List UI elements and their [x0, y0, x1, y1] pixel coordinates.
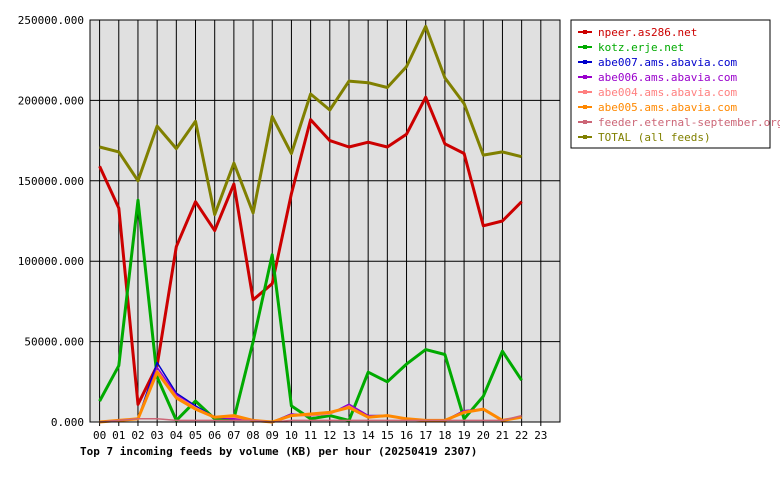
plot-background	[90, 20, 560, 422]
legend-label: abe006.ams.abavia.com	[598, 71, 737, 84]
x-tick-label: 09	[266, 429, 279, 442]
x-tick-label: 05	[189, 429, 202, 442]
legend-label: abe005.ams.abavia.com	[598, 101, 737, 114]
legend-label: abe004.ams.abavia.com	[598, 86, 737, 99]
series-line-6	[99, 414, 522, 423]
x-tick-label: 08	[246, 429, 259, 442]
legend-marker	[583, 45, 587, 49]
x-tick-label: 14	[362, 429, 376, 442]
x-tick-label: 20	[477, 429, 490, 442]
series-line-7	[99, 24, 522, 217]
x-tick-label: 02	[131, 429, 144, 442]
legend-marker	[583, 135, 587, 139]
x-tick-label: 13	[342, 429, 355, 442]
y-axis-ticks: 0.000 50000.000 100000.000 150000.000 200000…	[18, 14, 84, 429]
x-tick-label: 19	[457, 429, 470, 442]
series-line-0	[98, 95, 523, 406]
legend-box	[570, 19, 771, 149]
series-lines	[98, 24, 523, 424]
x-tick-label: 17	[419, 429, 432, 442]
legend-label: kotz.erje.net	[598, 41, 684, 54]
x-tick-label: 03	[151, 429, 164, 442]
y-tick-label: 250000.000	[18, 14, 84, 27]
x-tick-label: 10	[285, 429, 298, 442]
legend-label: feeder.eternal-september.org	[598, 116, 780, 129]
legend-marker	[583, 60, 587, 64]
y-tick-label: 150000.000	[18, 175, 84, 188]
series-line-1	[98, 198, 523, 422]
series-line-5	[99, 370, 522, 424]
x-tick-label: 15	[381, 429, 394, 442]
y-tick-label: 0.000	[51, 416, 84, 429]
legend-label: abe007.ams.abavia.com	[598, 56, 737, 69]
x-tick-label: 21	[496, 429, 509, 442]
x-tick-label: 07	[227, 429, 240, 442]
legend-label: TOTAL (all feeds)	[598, 131, 711, 144]
legend-marker	[583, 75, 587, 79]
y-tick-label: 200000.000	[18, 94, 84, 107]
x-tick-label: 12	[323, 429, 336, 442]
x-tick-label: 06	[208, 429, 221, 442]
legend-label: npeer.as286.net	[598, 26, 697, 39]
chart-title: Top 7 incoming feeds by volume (KB) per …	[80, 445, 477, 458]
x-tick-label: 16	[400, 429, 413, 442]
x-tick-label: 11	[304, 429, 317, 442]
y-tick-label: 100000.000	[18, 255, 84, 268]
legend-marker	[583, 105, 587, 109]
legend: npeer.as286.net kotz.erje.net abe007.ams.a…	[570, 19, 780, 149]
x-axis-ticks: 00 01 02 03 04 05 06 07 08 09 10 11 12 13 14 15 16 17 18 19…	[93, 422, 547, 442]
legend-marker	[583, 30, 587, 34]
x-tick-label: 00	[93, 429, 106, 442]
x-tick-label: 23	[534, 429, 547, 442]
x-tick-label: 22	[515, 429, 528, 442]
y-tick-label: 50000.000	[24, 336, 84, 349]
x-tick-label: 01	[112, 429, 125, 442]
legend-marker	[583, 120, 587, 124]
x-tick-label: 04	[170, 429, 184, 442]
x-tick-label: 18	[438, 429, 451, 442]
legend-marker	[583, 90, 587, 94]
plot-frame	[89, 19, 561, 423]
